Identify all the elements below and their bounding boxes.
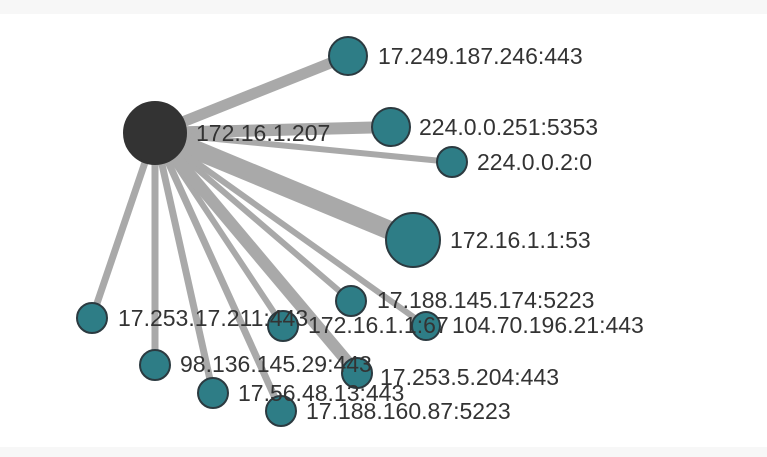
endpoint-node-3[interactable] — [385, 212, 441, 268]
edge-7 — [153, 130, 428, 329]
edge-0 — [152, 50, 351, 139]
endpoint-node-label-2: 224.0.0.2:0 — [477, 149, 592, 175]
endpoint-node-7[interactable] — [411, 311, 441, 341]
endpoint-node-1[interactable] — [371, 107, 411, 147]
edge-5 — [88, 131, 159, 320]
endpoint-node-label-10: 17.56.48.13:443 — [238, 380, 404, 406]
endpoint-node-label-0: 17.249.187.246:443 — [378, 43, 583, 69]
endpoint-node-11[interactable] — [265, 395, 297, 427]
endpoint-node-label-9: 17.253.5.204:443 — [380, 364, 559, 390]
endpoint-node-label-6: 172.16.1.1:67 — [308, 312, 449, 338]
endpoint-node-label-11: 17.188.160.87:5223 — [306, 398, 511, 424]
edge-11 — [151, 131, 285, 413]
endpoint-node-2[interactable] — [436, 146, 468, 178]
endpoint-node-6[interactable] — [267, 310, 299, 342]
hub-node-label: 172.16.1.207 — [196, 120, 330, 146]
edge-1 — [154, 121, 392, 139]
endpoint-node-label-1: 224.0.0.251:5353 — [419, 114, 598, 140]
endpoint-node-label-3: 172.16.1.1:53 — [450, 227, 591, 253]
edges-layer — [88, 50, 453, 413]
endpoint-node-8[interactable] — [139, 349, 171, 381]
endpoint-node-5[interactable] — [76, 302, 108, 334]
endpoint-node-4[interactable] — [335, 285, 367, 317]
edge-3 — [151, 124, 417, 249]
edge-2 — [154, 130, 453, 165]
edge-4 — [153, 130, 353, 304]
labels-layer: 172.16.1.207 17.249.187.246:443 224.0.0.2… — [118, 43, 644, 424]
top-band — [0, 0, 767, 14]
hub-node[interactable] — [123, 101, 187, 165]
endpoint-node-label-4: 17.188.145.174:5223 — [377, 287, 594, 313]
edge-10 — [151, 132, 217, 394]
endpoint-node-10[interactable] — [197, 377, 229, 409]
endpoint-node-9[interactable] — [341, 357, 373, 389]
bottom-band — [0, 447, 767, 457]
endpoint-node-label-5: 17.253.17.211:443 — [118, 305, 308, 331]
endpoint-node-label-8: 98.136.145.29:443 — [180, 351, 372, 377]
edge-9 — [150, 129, 362, 377]
endpoint-node-0[interactable] — [328, 36, 368, 76]
nodes-layer — [76, 36, 468, 427]
endpoint-node-label-7: 104.70.196.21:443 — [452, 312, 644, 338]
